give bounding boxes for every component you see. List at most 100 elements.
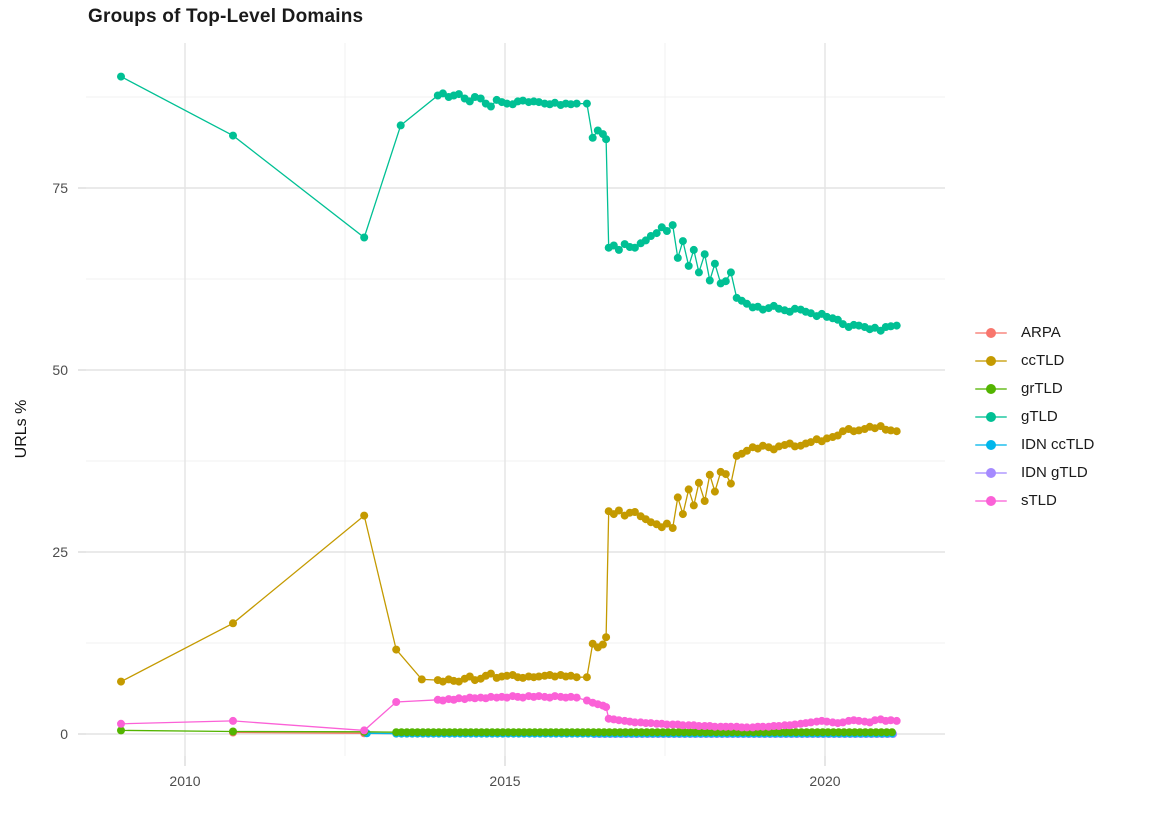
data-point — [614, 716, 623, 725]
data-point — [229, 619, 237, 628]
data-point — [602, 135, 611, 144]
data-point — [572, 673, 581, 682]
data-point — [392, 698, 401, 706]
data-point — [678, 510, 687, 519]
chart-title: Groups of Top-Level Domains — [88, 6, 364, 27]
legend-label: gTLD — [1021, 408, 1058, 425]
legend-label: grTLD — [1021, 380, 1063, 397]
data-point — [726, 722, 735, 731]
legend-label: IDN gTLD — [1021, 464, 1088, 481]
data-point — [662, 720, 671, 729]
data-point — [486, 102, 495, 111]
data-point — [892, 716, 901, 725]
legend-item-grtld: grTLD — [975, 379, 1094, 398]
series-line — [120, 76, 897, 332]
data-point — [700, 497, 709, 505]
data-point — [360, 511, 369, 520]
data-point — [854, 716, 863, 725]
data-point — [572, 693, 581, 702]
data-point — [662, 519, 671, 528]
data-point — [710, 722, 719, 731]
data-point — [117, 677, 125, 686]
y-tick-label: 75 — [52, 180, 68, 196]
data-point — [582, 673, 591, 682]
data-point — [662, 227, 671, 235]
data-point — [614, 506, 623, 515]
data-point — [742, 446, 751, 455]
legend-marker-dot — [986, 439, 996, 450]
legend-item-arpa: ARPA — [975, 323, 1094, 342]
legend-marker-dot — [986, 411, 996, 422]
data-point — [673, 253, 682, 262]
data-point — [454, 90, 463, 99]
data-point — [392, 645, 401, 654]
data-point — [588, 133, 597, 142]
data-point — [598, 640, 607, 649]
data-point — [678, 721, 687, 730]
data-point — [360, 726, 369, 735]
legend-swatch-icon — [975, 463, 1007, 482]
x-tick-label: 2015 — [489, 773, 521, 789]
data-point — [117, 719, 125, 728]
legend: ARPA ccTLD grTLD gTLD IDN ccTLD IDN gTLD sTLD — [975, 323, 1094, 510]
legend-swatch-icon — [975, 491, 1007, 510]
legend-label: ARPA — [1021, 324, 1061, 341]
y-tick-label: 25 — [52, 544, 68, 560]
legend-marker-dot — [986, 467, 996, 478]
data-point — [721, 277, 730, 286]
data-point — [614, 245, 623, 254]
legend-item-idn-gtld: IDN gTLD — [975, 463, 1094, 482]
data-point — [229, 131, 237, 140]
data-point — [229, 716, 237, 725]
data-point — [886, 716, 895, 725]
y-tick-label: 0 — [60, 726, 68, 742]
data-point — [630, 718, 639, 727]
data-point — [694, 722, 703, 730]
data-point — [602, 703, 611, 712]
data-point — [476, 94, 485, 103]
legend-marker-dot — [986, 327, 996, 338]
data-point — [566, 100, 575, 109]
x-tick-label: 2010 — [169, 773, 201, 789]
data-point — [652, 229, 661, 238]
data-point — [888, 728, 896, 737]
y-axis-title: URLs % — [13, 399, 30, 459]
data-point — [673, 493, 682, 502]
legend-item-gtld: gTLD — [975, 407, 1094, 426]
data-point — [486, 692, 495, 701]
x-tick-label: 2020 — [809, 773, 841, 789]
legend-swatch-icon — [975, 435, 1007, 454]
legend-item-idn-cctld: IDN ccTLD — [975, 435, 1094, 454]
legend-swatch-icon — [975, 323, 1007, 342]
data-point — [705, 470, 714, 479]
series-gtld — [117, 72, 901, 335]
data-point — [678, 237, 687, 246]
data-point — [726, 479, 735, 488]
y-tick-label: 50 — [52, 362, 68, 378]
data-point — [572, 99, 581, 108]
legend-marker-dot — [986, 495, 996, 506]
data-point — [534, 672, 543, 681]
data-point — [360, 233, 369, 242]
series-grtld — [117, 726, 896, 737]
data-point — [790, 720, 799, 729]
data-point — [502, 99, 511, 108]
data-point — [742, 723, 751, 732]
data-point — [630, 508, 639, 516]
legend-item-stld: sTLD — [975, 491, 1094, 510]
data-point — [886, 322, 895, 331]
data-point — [705, 276, 714, 285]
data-point — [486, 669, 495, 678]
legend-marker-dot — [986, 383, 996, 394]
legend-label: ccTLD — [1021, 352, 1065, 369]
data-point — [892, 321, 901, 330]
data-point — [646, 719, 655, 728]
data-point — [684, 261, 693, 270]
data-point — [630, 243, 639, 252]
data-point — [470, 694, 479, 703]
data-point — [684, 485, 693, 494]
data-point — [721, 470, 730, 479]
data-point — [117, 72, 125, 81]
